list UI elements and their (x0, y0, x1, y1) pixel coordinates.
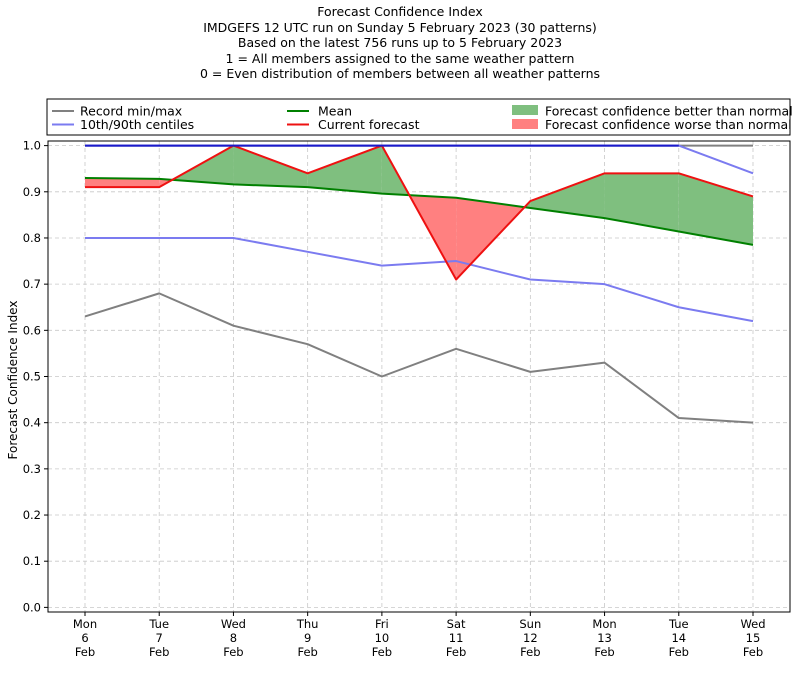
y-tick-label: 0.7 (23, 277, 41, 291)
chart-titles: Forecast Confidence Index IMDGEFS 12 UTC… (0, 4, 800, 82)
x-tick-label: Mon 6 Feb (73, 617, 97, 659)
x-tick-label: Mon 13 Feb (592, 617, 616, 659)
legend-swatch-better (512, 105, 538, 115)
confidence-fills (85, 145, 753, 280)
x-tick-label: Sun 12 Feb (519, 617, 541, 659)
legend-label-mean: Mean (318, 104, 352, 119)
legend-box (46, 98, 791, 136)
series-line-p10 (85, 236, 754, 323)
x-tick-label: Thu 9 Feb (296, 617, 319, 659)
better-than-normal-fill (307, 145, 382, 194)
series-line-mean (84, 176, 754, 246)
series-line-p90 (85, 144, 754, 175)
y-tick-label: 0.8 (23, 231, 41, 245)
legend-label-record: Record min/max (80, 104, 182, 119)
y-tick-label: 0.5 (23, 370, 41, 384)
x-tick-label: Sat 11 Feb (446, 617, 466, 659)
x-tick-label: Tue 14 Feb (668, 617, 689, 659)
better-than-normal-fill (233, 145, 308, 188)
x-tick-label: Wed 8 Feb (221, 617, 246, 659)
legend: Record min/max 10th/90th centiles Mean C… (46, 98, 793, 136)
y-tick-label: 0.3 (23, 462, 41, 476)
y-tick-label: 0.4 (23, 416, 41, 430)
y-axis-label: Forecast Confidence Index (6, 301, 20, 460)
x-tick-label: Wed 15 Feb (740, 617, 765, 659)
better-than-normal-fill (530, 173, 605, 219)
better-than-normal-fill (604, 173, 679, 232)
chart-subtitle-run: IMDGEFS 12 UTC run on Sunday 5 February … (203, 19, 597, 35)
y-tick-label: 0.0 (23, 600, 41, 614)
y-tick-label: 1.0 (23, 139, 41, 153)
series-line-current (85, 144, 754, 281)
chart-subtitle-scale-min: 0 = Even distribution of members between… (199, 66, 601, 82)
legend-swatch-worse (512, 119, 538, 129)
y-tick-label: 0.6 (23, 323, 41, 337)
chart-title: Forecast Confidence Index (317, 4, 483, 19)
chart-subtitle-scale-max: 1 = All members assigned to the same wea… (225, 50, 575, 66)
x-tick-label: Tue 7 Feb (148, 617, 169, 659)
worse-than-normal-fill (85, 177, 160, 188)
x-axis: Mon 6 Feb Tue 7 Feb Wed 8 Feb Thu 9 Feb Fri 10 Feb Sat 1… (73, 612, 766, 659)
legend-label-worse: Forecast confidence worse than normal (545, 117, 792, 132)
x-tick-label: Fri 10 Feb (372, 617, 392, 659)
legend-label-current: Current forecast (318, 117, 420, 132)
series-lines (84, 144, 754, 424)
legend-label-centiles: 10th/90th centiles (80, 117, 194, 132)
chart-subtitle-runs: Based on the latest 756 runs up to 5 Feb… (237, 35, 563, 51)
y-axis: 0.0 0.1 0.2 0.3 0.4 0.5 0.6 0.7 0.8 0.9 1.0 (23, 139, 48, 614)
y-tick-label: 0.1 (23, 554, 41, 568)
series-line-record-min (84, 292, 754, 424)
worse-than-normal-fill (456, 197, 525, 280)
y-tick-label: 0.9 (23, 185, 41, 199)
y-tick-label: 0.2 (23, 508, 41, 522)
legend-label-better: Forecast confidence better than normal (545, 104, 793, 119)
